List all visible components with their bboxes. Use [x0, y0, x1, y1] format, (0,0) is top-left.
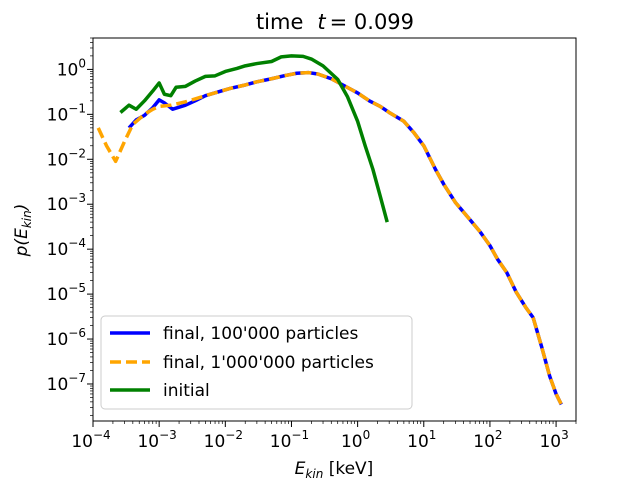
series-line-2 — [119, 54, 389, 223]
y-axis-label: p(Ekin) — [12, 204, 34, 258]
y-tick-label-0: 100 — [57, 56, 86, 80]
x-tick-label-0: 10−4 — [71, 428, 110, 452]
x-tick-label-1: 10−3 — [137, 428, 176, 452]
series-line-0 — [127, 70, 563, 406]
x-tick-label-7: 103 — [539, 428, 568, 452]
legend-label-final-1m: final, 1'000'000 particles — [163, 353, 374, 373]
legend: final, 100'000 particles final, 1'000'00… — [100, 315, 413, 410]
y-tick-label-4: 10−4 — [47, 236, 86, 260]
x-tick-label-5: 101 — [407, 428, 436, 452]
x-tick-label-4: 100 — [341, 428, 370, 452]
series-layer — [96, 54, 563, 406]
x-tick-label-6: 102 — [473, 428, 502, 452]
y-tick-label-2: 10−2 — [47, 146, 86, 170]
y-tick-label-7: 10−7 — [47, 371, 86, 395]
x-tick-label-2: 10−2 — [204, 428, 243, 452]
y-tick-label-1: 10−1 — [47, 101, 86, 125]
plot-frame — [92, 37, 577, 422]
legend-box — [100, 315, 413, 410]
legend-label-initial: initial — [163, 381, 210, 401]
x-tick-label-3: 10−1 — [270, 428, 309, 452]
chart-title: time t = 0.099 — [256, 10, 414, 34]
legend-label-final-100k: final, 100'000 particles — [163, 324, 359, 344]
y-tick-label-6: 10−6 — [47, 326, 86, 350]
series-line-1 — [96, 70, 563, 406]
x-axis-label: Ekin [keV] — [295, 459, 374, 480]
y-tick-label-5: 10−5 — [47, 281, 86, 305]
y-tick-label-3: 10−3 — [47, 191, 86, 215]
